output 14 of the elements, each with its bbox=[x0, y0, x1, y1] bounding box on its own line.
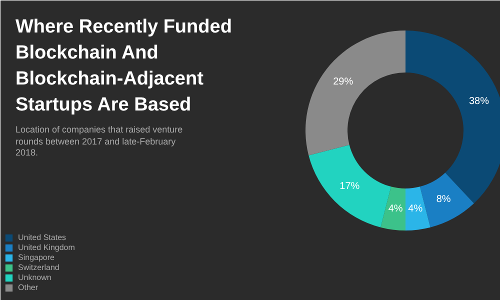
data-label: 4% bbox=[388, 203, 403, 214]
data-label: 8% bbox=[436, 194, 451, 206]
text: Where Recently Funded Blockchain And Blockchain-Adjacent Startups Are Based bbox=[16, 16, 232, 116]
data-label: 38% bbox=[468, 96, 490, 107]
legend-label: United Kingdom bbox=[18, 243, 75, 252]
data-label: 17% bbox=[340, 180, 360, 192]
legend-label: Singapore bbox=[18, 253, 54, 262]
legend-label: United States bbox=[18, 233, 66, 242]
data-label: 4% bbox=[408, 203, 423, 214]
legend-label: Switzerland bbox=[18, 263, 60, 272]
text: Location of companies that raised venture rounds between 2017 and late-February 2018. bbox=[16, 124, 183, 158]
legend-label: Unknown bbox=[18, 273, 52, 282]
data-label: 29% bbox=[333, 76, 354, 88]
legend-label: Other bbox=[18, 283, 38, 292]
